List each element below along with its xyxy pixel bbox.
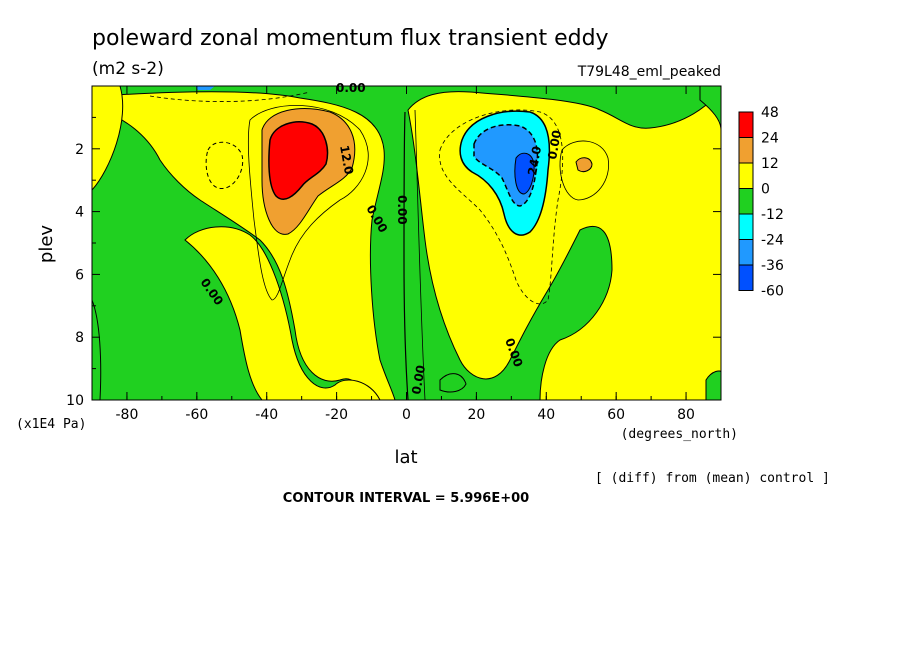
region-nh-small-positive xyxy=(575,157,593,173)
legend-swatch xyxy=(738,213,754,240)
y-axis-units: (x1E4 Pa) xyxy=(16,417,86,432)
legend-swatch xyxy=(738,111,754,138)
y-tick-label: 2 xyxy=(75,142,84,158)
contour-label: 0.00 xyxy=(409,364,428,396)
region-top-negative xyxy=(195,86,215,90)
legend-label: 24 xyxy=(761,131,779,147)
y-tick-label: 10 xyxy=(66,393,84,409)
color-legend: 48 24 12 0 -12 -24 -36 -60 xyxy=(738,105,784,300)
legend-label: 48 xyxy=(761,105,779,121)
legend-swatch xyxy=(738,162,754,189)
chart-title: poleward zonal momentum flux transient e… xyxy=(92,26,609,51)
legend-label: -24 xyxy=(761,233,784,249)
legend-label: -36 xyxy=(761,258,784,274)
legend-label: -60 xyxy=(761,284,784,300)
contour-label: 12.0 xyxy=(337,144,356,176)
x-axis-label: lat xyxy=(394,447,417,468)
y-tick-label: 6 xyxy=(75,267,84,283)
region-sh-left-ring xyxy=(92,86,124,191)
contour-label: 24.0 xyxy=(525,145,544,177)
region-sh-positive-lower xyxy=(184,226,381,400)
contour-line-nh xyxy=(439,109,564,305)
legend-swatch xyxy=(738,239,754,266)
region-eq-green-bottom xyxy=(439,373,467,393)
legend-label: -12 xyxy=(761,207,784,223)
x-tick-label: 60 xyxy=(607,407,625,423)
x-tick-label: 0 xyxy=(402,407,411,423)
y-tick-label: 8 xyxy=(75,330,84,346)
x-tick-label: -20 xyxy=(325,407,348,423)
x-axis-units: (degrees_north) xyxy=(621,427,738,442)
y-axis: 2 4 6 8 10 xyxy=(66,116,721,409)
x-tick-label: -80 xyxy=(116,407,139,423)
y-axis-label: plev xyxy=(36,225,57,264)
contour-interval: CONTOUR INTERVAL = 5.996E+00 xyxy=(283,491,529,506)
legend-swatch xyxy=(738,137,754,164)
contour-field xyxy=(92,86,721,400)
x-axis: -80 -60 -40 -20 0 20 40 60 80 xyxy=(91,86,722,423)
contour-line-top-dashed xyxy=(149,91,311,102)
contour-label: 0.00 xyxy=(545,129,564,161)
x-tick-label: 20 xyxy=(467,407,485,423)
contour-line-sh xyxy=(247,105,369,301)
x-tick-label: -40 xyxy=(255,407,278,423)
region-nh-dark-blue xyxy=(514,152,535,195)
legend-label: 12 xyxy=(761,156,779,172)
x-tick-label: -60 xyxy=(185,407,208,423)
contour-label: 0.00 xyxy=(336,81,366,95)
x-tick-label: 80 xyxy=(677,407,695,423)
x-tick-label: 40 xyxy=(537,407,555,423)
legend-swatch xyxy=(738,264,754,291)
diff-note: [ (diff) from (mean) control ] xyxy=(595,471,830,486)
y-tick-label: 4 xyxy=(75,205,84,221)
contour-line-near-equator xyxy=(414,109,426,400)
legend-swatch xyxy=(738,188,754,215)
contour-label: 0.00 xyxy=(395,195,409,225)
experiment-label: T79L48_eml_peaked xyxy=(577,64,721,80)
contour-line-nh-ring xyxy=(559,140,610,201)
region-nh-green-right xyxy=(699,86,721,131)
legend-label: 0 xyxy=(761,182,770,198)
region-sh-red xyxy=(268,121,329,200)
chart-units: (m2 s-2) xyxy=(92,59,164,79)
region-nh-green-bottom xyxy=(705,370,721,400)
contour-line-equator xyxy=(403,111,409,400)
